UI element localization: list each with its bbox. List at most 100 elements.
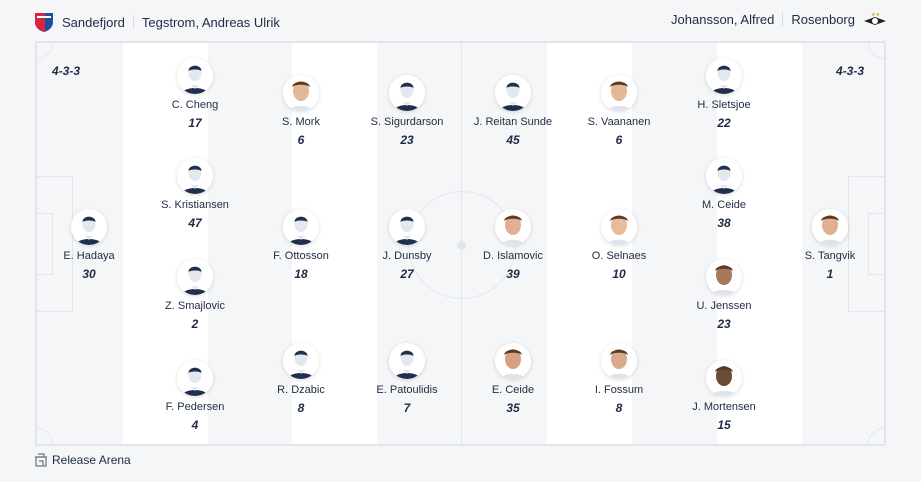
away-header: Johansson, Alfred Rosenborg ★★ <box>671 11 887 27</box>
player-name: I. Fossum <box>594 384 644 396</box>
home-penalty-box <box>37 176 73 312</box>
player-number: 35 <box>506 401 520 415</box>
player-name: M. Ceide <box>701 199 747 211</box>
player-number: 4 <box>191 418 199 432</box>
player-avatar-placeholder-icon <box>495 75 531 111</box>
home-coach: Tegstrom, Andreas Ulrik <box>141 14 280 30</box>
player-number: 17 <box>188 116 202 130</box>
player-number: 10 <box>612 267 626 281</box>
player-name: F. Ottosson <box>273 250 329 262</box>
player-photo <box>495 209 531 245</box>
player[interactable]: I. Fossum 8 <box>564 343 674 415</box>
venue: Release Arena <box>34 453 131 467</box>
stadium-icon <box>35 453 47 467</box>
player-number: 8 <box>615 401 623 415</box>
player[interactable]: J. Mortensen 15 <box>669 360 779 432</box>
player-photo <box>706 360 742 396</box>
player-number: 18 <box>294 267 308 281</box>
player[interactable]: S. Vaananen 6 <box>564 75 674 147</box>
center-spot <box>457 241 466 250</box>
player-name: R. Dzabic <box>277 384 325 396</box>
away-coach: Johansson, Alfred <box>671 11 775 27</box>
player[interactable]: S. Sigurdarson 23 <box>352 75 462 147</box>
player[interactable]: O. Selnaes 10 <box>564 209 674 281</box>
player-number: 23 <box>717 317 731 331</box>
player-name: S. Vaananen <box>587 116 651 128</box>
player-photo <box>601 209 637 245</box>
player-name: C. Cheng <box>171 99 219 111</box>
player-number: 7 <box>403 401 411 415</box>
player[interactable]: S. Tangvik 1 <box>775 209 885 281</box>
player[interactable]: S. Mork 6 <box>246 75 356 147</box>
player[interactable]: R. Dzabic 8 <box>246 343 356 415</box>
center-circle <box>408 191 516 299</box>
player-name: S. Kristiansen <box>161 199 229 211</box>
rosenborg-logo-icon: ★★ <box>864 12 886 25</box>
player[interactable]: J. Reitan Sunde 45 <box>458 75 568 147</box>
player-avatar-placeholder-icon <box>177 158 213 194</box>
player-avatar-placeholder-icon <box>71 209 107 245</box>
player[interactable]: E. Hadaya 30 <box>34 209 144 281</box>
corner-arc <box>37 428 53 444</box>
player-number: 39 <box>506 267 520 281</box>
away-formation: 4-3-3 <box>836 64 865 78</box>
player[interactable]: H. Sletsjoe 22 <box>669 58 779 130</box>
player[interactable]: E. Ceide 35 <box>458 343 568 415</box>
player-number: 45 <box>506 133 520 147</box>
player-photo <box>706 259 742 295</box>
player-name: D. Islamovic <box>483 250 543 262</box>
player-avatar-placeholder-icon <box>177 58 213 94</box>
player-name: O. Selnaes <box>591 250 647 262</box>
player-name: H. Sletsjoe <box>697 99 751 111</box>
venue-name: Release Arena <box>52 453 131 467</box>
player[interactable]: D. Islamovic 39 <box>458 209 568 281</box>
player-number: 1 <box>826 267 834 281</box>
player[interactable]: F. Ottosson 18 <box>246 209 356 281</box>
player-name: J. Reitan Sunde <box>473 116 553 128</box>
player-avatar-placeholder-icon <box>177 259 213 295</box>
player[interactable]: S. Kristiansen 47 <box>140 158 250 230</box>
player-name: E. Ceide <box>491 384 535 396</box>
player-number: 6 <box>615 133 623 147</box>
player-avatar-placeholder-icon <box>283 343 319 379</box>
player-name: F. Pedersen <box>165 401 225 413</box>
player[interactable]: J. Dunsby 27 <box>352 209 462 281</box>
away-penalty-box <box>848 176 884 312</box>
player[interactable]: F. Pedersen 4 <box>140 360 250 432</box>
player[interactable]: E. Patoulidis 7 <box>352 343 462 415</box>
player-avatar-placeholder-icon <box>706 58 742 94</box>
divider <box>782 12 784 26</box>
away-team-name[interactable]: Rosenborg <box>791 11 855 27</box>
corner-arc <box>868 43 884 59</box>
player-avatar-placeholder-icon <box>706 158 742 194</box>
player-number: 15 <box>717 418 731 432</box>
player-name: U. Jenssen <box>696 300 752 312</box>
player-number: 47 <box>188 216 202 230</box>
player-number: 2 <box>191 317 199 331</box>
player-number: 38 <box>717 216 731 230</box>
player-avatar-placeholder-icon <box>389 209 425 245</box>
player[interactable]: Z. Smajlovic 2 <box>140 259 250 331</box>
player-name: S. Sigurdarson <box>370 116 444 128</box>
home-formation: 4-3-3 <box>52 64 81 78</box>
player[interactable]: U. Jenssen 23 <box>669 259 779 331</box>
player-photo <box>601 343 637 379</box>
divider <box>132 15 134 29</box>
player[interactable]: C. Cheng 17 <box>140 58 250 130</box>
home-team-name[interactable]: Sandefjord <box>62 14 125 30</box>
player-photo <box>601 75 637 111</box>
player-name: E. Hadaya <box>63 250 115 262</box>
player[interactable]: M. Ceide 38 <box>669 158 779 230</box>
sandefjord-logo-icon <box>35 13 53 32</box>
player-number: 6 <box>297 133 305 147</box>
corner-arc <box>868 428 884 444</box>
player-avatar-placeholder-icon <box>177 360 213 396</box>
home-goal-box <box>37 213 53 275</box>
player-avatar-placeholder-icon <box>283 209 319 245</box>
away-goal-box <box>868 213 884 275</box>
player-number: 27 <box>400 267 414 281</box>
player-name: J. Mortensen <box>692 401 756 413</box>
player-name: S. Mork <box>282 116 320 128</box>
player-name: Z. Smajlovic <box>165 300 225 312</box>
